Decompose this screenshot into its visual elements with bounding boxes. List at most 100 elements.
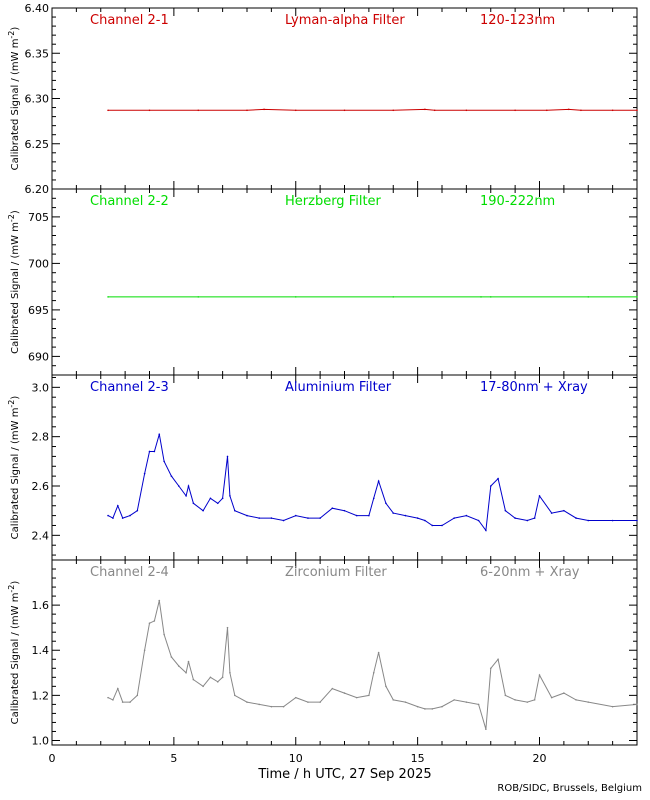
series-line-3 [107,434,637,532]
data-point [465,514,468,517]
data-point [424,519,426,522]
data-point [404,514,407,517]
data-point [221,676,224,679]
x-tick-label: 0 [49,752,56,765]
panel-3: 2.4 2.6 2.8 3.0 Calibrated Signal / (mW m-2)… [7,374,638,561]
data-point [307,701,309,703]
data-point [226,455,229,458]
data-point [611,109,614,112]
data-point [121,517,124,519]
data-point [377,480,380,482]
x-tick-label: 10 [289,752,303,765]
data-point [258,517,260,519]
credit-text: ROB/SIDC, Brussels, Belgium [497,783,642,794]
panel-band-label: 120-123nm [480,13,555,28]
y-axis-label: Calibrated Signal / (mW m-2) [7,210,21,354]
data-point [202,509,204,512]
data-point [187,660,190,663]
panel-filter-label: Lyman-alpha Filter [285,13,405,28]
series-line-4 [107,600,638,730]
panel-4: 1.0 1.2 1.4 1.6 Calibrated Signal / (mW m-2)… [7,559,638,747]
data-point [263,108,265,111]
data-point [117,504,119,507]
data-point [107,514,109,517]
y-tick-label: 6.20 [25,183,50,196]
data-point [216,502,219,505]
data-point [221,497,224,500]
data-point [368,694,370,697]
data-point [636,109,638,112]
data-point [192,502,195,505]
panel-frame [51,559,638,746]
data-point [416,705,419,708]
data-point [587,296,590,298]
data-point [331,507,334,510]
y-tick-label: 3.0 [32,381,50,394]
data-point [112,517,114,519]
data-point [485,529,487,532]
data-point [148,622,151,624]
data-point [121,701,124,703]
data-point [550,696,553,699]
panel-filter-label: Aluminium Filter [285,380,392,395]
data-point [107,109,109,112]
data-point [163,633,165,636]
data-point [489,296,492,298]
panel-frame [51,188,638,376]
data-point [372,672,375,674]
data-point [294,109,297,112]
y-tick-label: 705 [28,211,49,224]
data-point [580,109,582,112]
data-point [319,517,321,519]
y-tick-label: 6.30 [25,93,50,106]
data-point [587,519,590,522]
data-point [433,109,436,112]
y-tick-label: 6.40 [25,2,50,15]
data-point [504,509,507,512]
data-point [550,512,553,514]
y-tick-label: 1.6 [32,599,50,612]
data-point [514,109,516,112]
data-point [392,296,395,298]
panel-filter-label: Herzberg Filter [285,194,382,209]
data-point [385,685,387,688]
data-point [246,109,248,112]
data-point [170,475,173,477]
data-point [234,509,236,512]
x-axis: 0 5 10 15 20 [49,752,547,765]
data-point [270,705,273,708]
data-point [143,472,146,475]
data-point [343,109,346,112]
data-point [226,626,229,629]
chart-panels: 6.20 6.25 6.30 6.35 6.40 Calibrated Signal / … [7,2,638,747]
data-point [202,685,204,688]
panel-channel-label: Channel 2-3 [90,380,169,395]
y-tick-label: 1.2 [32,689,50,702]
data-point [497,477,499,480]
panel-channel-label: Channel 2-2 [90,194,169,209]
y-tick-label: 1.0 [32,734,50,747]
y-tick-label: 2.6 [32,480,50,493]
data-point [587,701,590,703]
y-tick-label: 2.4 [32,529,50,542]
data-point [533,699,536,701]
y-tick-label: 2.8 [32,431,50,444]
data-point [392,699,395,701]
data-point [209,676,212,679]
y-axis-label: Calibrated Signal / (mW m-2) [7,396,21,540]
data-point [107,696,109,699]
data-point [192,678,195,681]
y-tick-label: 1.4 [32,644,50,657]
y-tick-label: 695 [28,304,49,317]
data-point [526,519,529,522]
y-axis-label: Calibrated Signal / (mW m-2) [7,581,21,725]
data-point [477,519,480,522]
panel-frame [51,374,638,561]
data-point [143,649,146,652]
data-point [331,687,334,690]
data-point [636,296,638,298]
series-line-1 [108,108,637,111]
data-point [185,495,187,497]
data-point [163,460,165,463]
